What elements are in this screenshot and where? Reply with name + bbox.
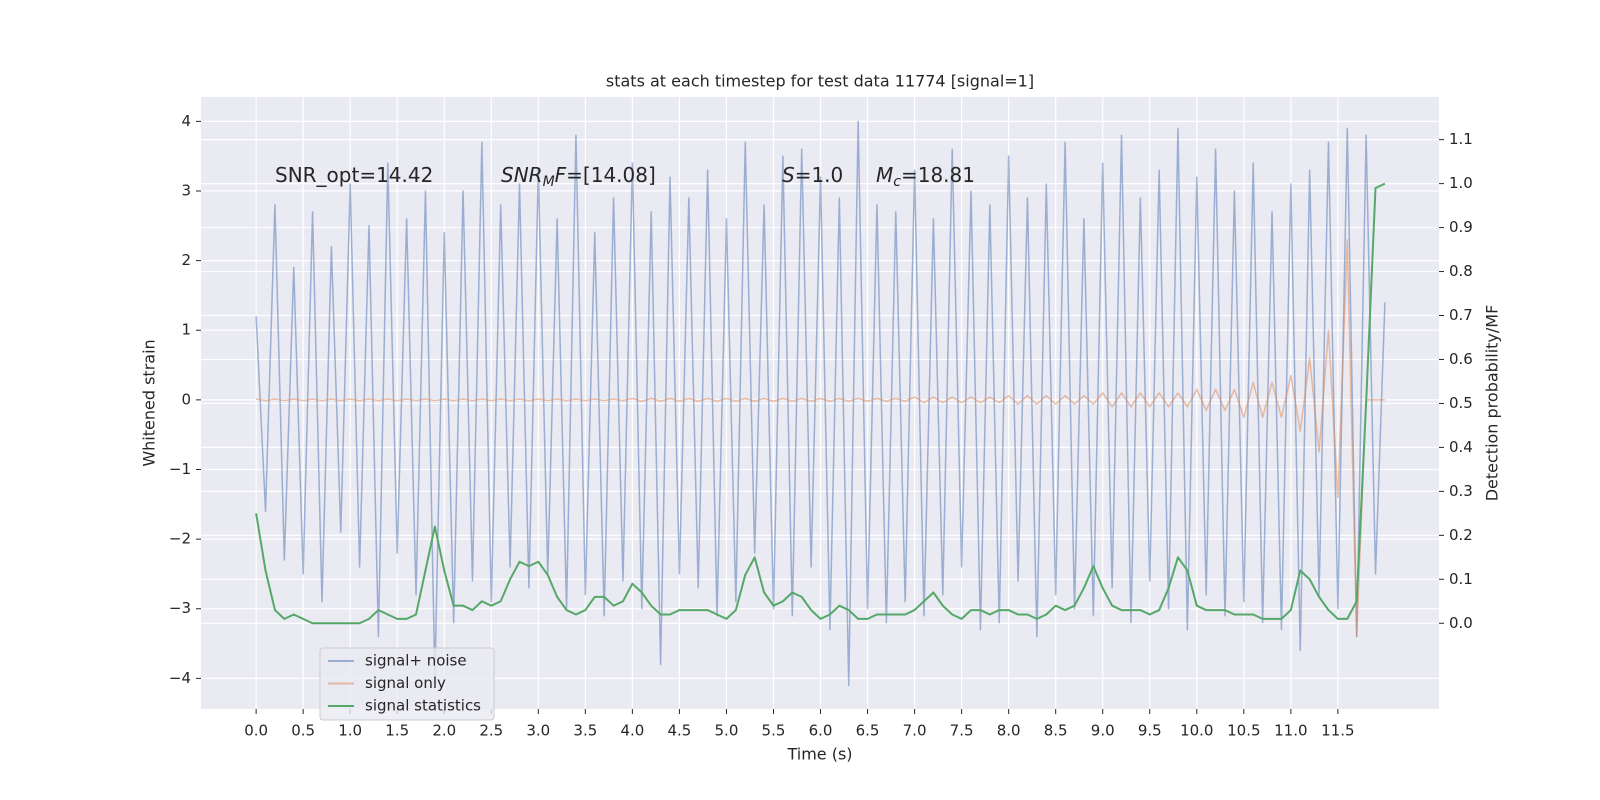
legend-label: signal statistics — [365, 697, 481, 715]
x-tick-label: 9.0 — [1091, 722, 1115, 740]
legend-label: signal only — [365, 674, 446, 692]
x-tick-label: 2.0 — [432, 722, 456, 740]
x-tick-label: 7.5 — [950, 722, 974, 740]
x-tick-label: 6.5 — [856, 722, 880, 740]
x-tick-label: 9.5 — [1138, 722, 1162, 740]
annotation-part: =1.0 — [795, 163, 844, 187]
x-tick-label: 0.0 — [244, 722, 268, 740]
y2-tick-label: 1.0 — [1449, 174, 1473, 192]
x-tick-label: 0.5 — [291, 722, 315, 740]
series-line — [255, 120, 1386, 687]
y-tick-label: 2 — [181, 251, 191, 269]
annotation: Mc=18.81 — [876, 163, 975, 191]
series-line — [255, 182, 1386, 625]
annotation-part: c — [893, 174, 901, 190]
y2-tick-label: 1.1 — [1449, 130, 1473, 148]
x-tick-label: 10.5 — [1227, 722, 1260, 740]
x-tick-label: 11.5 — [1321, 722, 1354, 740]
annotation-part: M — [543, 174, 555, 190]
x-tick-label: 2.5 — [479, 722, 503, 740]
x-axis-label: Time (s) — [786, 745, 852, 764]
x-tick-label: 10.0 — [1180, 722, 1213, 740]
annotation-part: S — [782, 163, 795, 187]
y-tick-label: −3 — [169, 599, 191, 617]
legend-box — [319, 647, 495, 721]
annotation-part: M — [876, 163, 893, 187]
annotation-part: =18.81 — [901, 163, 975, 187]
annotation-part: SNR — [501, 163, 543, 187]
annotation: S=1.0 — [782, 163, 843, 187]
y2-tick-label: 0.0 — [1449, 614, 1473, 632]
x-tick-label: 5.0 — [715, 722, 739, 740]
annotation-part: F — [555, 163, 567, 187]
y-axis-label: Whitened strain — [140, 339, 159, 466]
y-tick-label: −2 — [169, 530, 191, 548]
y2-tick-label: 0.4 — [1449, 438, 1473, 456]
y-tick-label: 4 — [181, 112, 191, 130]
y2-tick-label: 0.3 — [1449, 482, 1473, 500]
x-tick-label: 8.0 — [997, 722, 1021, 740]
series-line — [256, 238, 1385, 638]
y2-axis-label: Detection probability/MF — [1483, 305, 1502, 502]
y2-tick-label: 0.5 — [1449, 394, 1473, 412]
x-tick-label: 5.5 — [762, 722, 786, 740]
x-tick-label: 3.0 — [526, 722, 550, 740]
x-tick-label: 4.5 — [667, 722, 691, 740]
y2-tick-label: 0.8 — [1449, 262, 1473, 280]
y-tick-label: −1 — [169, 460, 191, 478]
x-tick-label: 11.0 — [1274, 722, 1307, 740]
x-tick-label: 6.0 — [809, 722, 833, 740]
annotation: SNR_opt=14.42 — [275, 163, 433, 187]
y2-tick-label: 0.1 — [1449, 570, 1473, 588]
x-tick-label: 7.0 — [903, 722, 927, 740]
x-tick-label: 1.5 — [385, 722, 409, 740]
y-tick-label: −4 — [169, 669, 191, 687]
y-tick-label: 1 — [181, 321, 191, 339]
y2-tick-label: 0.9 — [1449, 218, 1473, 236]
chart-title: stats at each timestep for test data 117… — [606, 72, 1034, 91]
x-tick-label: 1.0 — [338, 722, 362, 740]
y-tick-label: 3 — [181, 181, 191, 199]
y2-tick-label: 0.6 — [1449, 350, 1473, 368]
y2-tick-label: 0.2 — [1449, 526, 1473, 544]
annotation: SNRMF=[14.08] — [501, 163, 656, 191]
x-tick-label: 4.0 — [620, 722, 644, 740]
y2-tick-label: 0.7 — [1449, 306, 1473, 324]
annotation-part: =[14.08] — [566, 163, 656, 187]
legend-label: signal+ noise — [365, 652, 467, 670]
x-tick-label: 8.5 — [1044, 722, 1068, 740]
x-tick-label: 3.5 — [573, 722, 597, 740]
annotation-part: SNR_opt=14.42 — [275, 163, 433, 187]
y-tick-label: 0 — [181, 390, 191, 408]
